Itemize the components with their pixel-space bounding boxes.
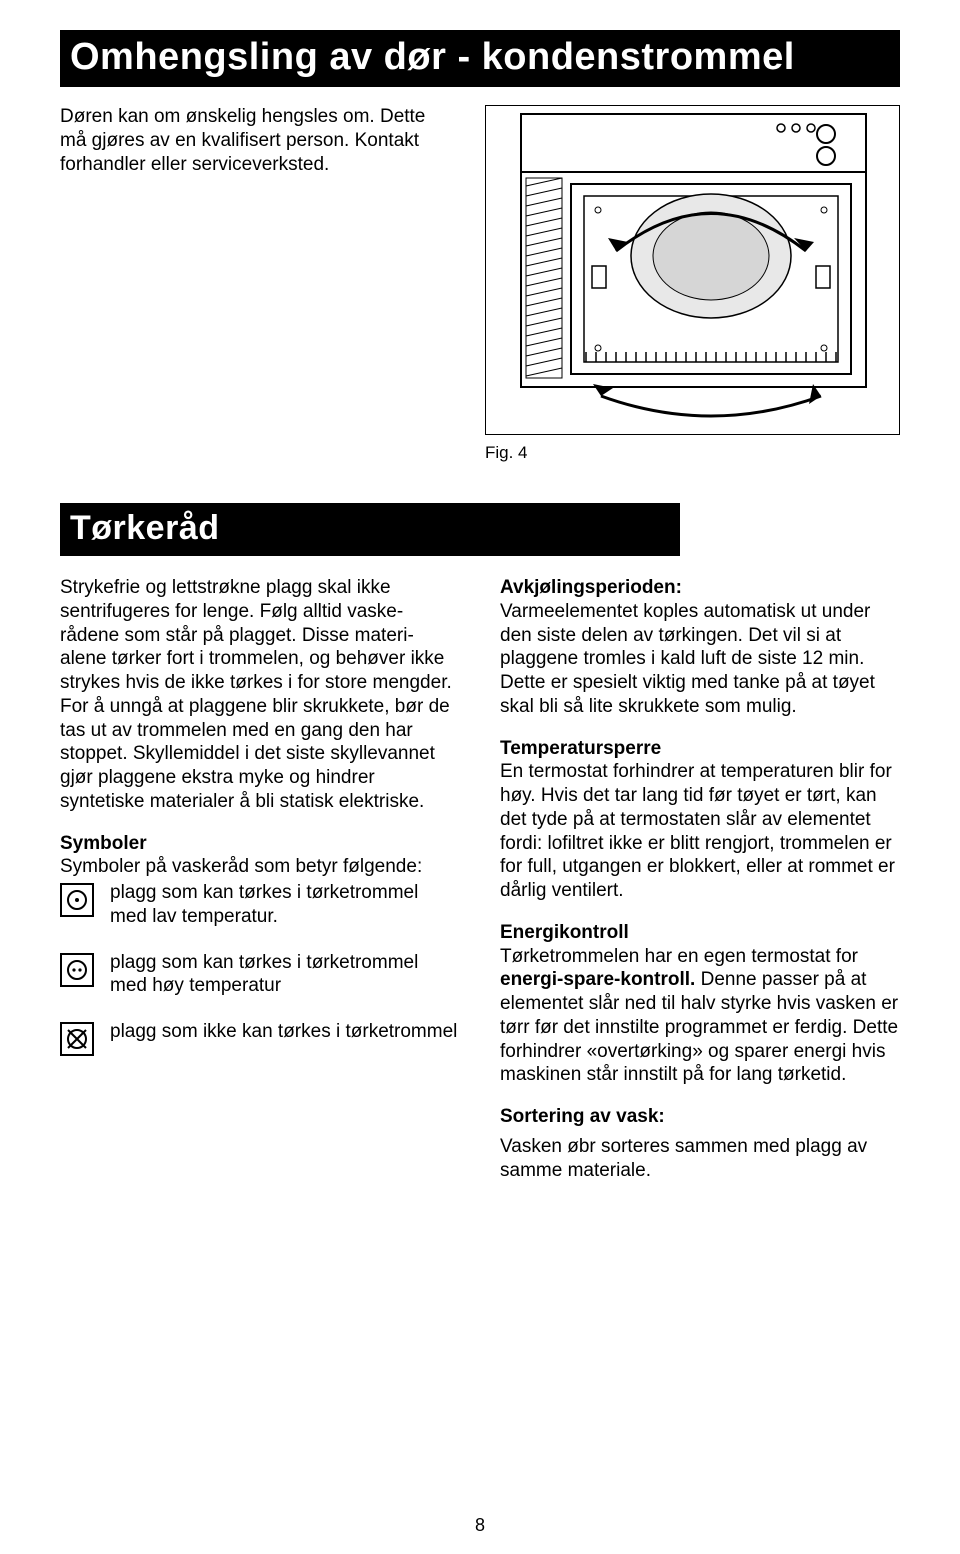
page-container: Omhengsling av dør - kondenstrommel Døre… — [0, 0, 960, 1554]
symbol-text-no-dry: plagg som ikke kan tørkes i tørketrommel — [110, 1020, 460, 1044]
section2-columns: Strykefrie og lettstrøkne plagg skal ikk… — [60, 576, 900, 1200]
symbol-text-high-temp: plagg som kan tørkes i tørketrommel med … — [110, 951, 460, 999]
left-para1: Strykefrie og lettstrøkne plagg skal ikk… — [60, 576, 460, 814]
energy-control-body-pre: Tørketrommelen har en egen termostat for — [500, 946, 858, 967]
section1-content: Døren kan om ønskelig hengsles om. Dette… — [60, 105, 900, 463]
symbols-intro: Symboler på vaskeråd som betyr følgende: — [60, 856, 422, 877]
dryer-no-dry-icon — [60, 1022, 94, 1056]
section1-intro-text: Døren kan om ønskelig hengsles om. Dette… — [60, 105, 455, 176]
symbol-item-low-temp: plagg som kan tørkes i tørketrommel med … — [60, 881, 460, 929]
energy-control-block: Energikontroll Tørketrommelen har en ege… — [500, 921, 900, 1087]
section1-title-bar: Omhengsling av dør - kondenstrommel — [60, 30, 900, 87]
symbol-item-no-dry: plagg som ikke kan tørkes i tørketrommel — [60, 1020, 460, 1056]
symbols-heading: Symboler — [60, 833, 147, 854]
energy-control-heading: Energikontroll — [500, 921, 900, 945]
figure-4-illustration — [485, 105, 900, 435]
temperature-lock-body: En termostat forhindrer at temperaturen … — [500, 761, 895, 901]
energy-control-bold: energi-spare-kontroll. — [500, 969, 695, 990]
sorting-heading: Sortering av vask: — [500, 1105, 900, 1129]
section2-title-bar: Tørkeråd — [60, 503, 680, 556]
symbol-list: plagg som kan tørkes i tørketrommel med … — [60, 881, 460, 1056]
section1-title: Omhengsling av dør - kondenstrommel — [70, 36, 890, 79]
sorting-body: Vasken øbr sorteres sammen med plagg av … — [500, 1136, 867, 1181]
right-column: Avkjølingsperioden: Varmeelementet kople… — [500, 576, 900, 1200]
symbol-item-high-temp: plagg som kan tørkes i tørketrommel med … — [60, 951, 460, 999]
cooling-period-heading: Avkjølingsperioden: — [500, 576, 900, 600]
figure-column: Fig. 4 — [485, 105, 900, 463]
figure-4-caption: Fig. 4 — [485, 443, 528, 463]
cooling-period-block: Avkjølingsperioden: Varmeelementet kople… — [500, 576, 900, 719]
left-column: Strykefrie og lettstrøkne plagg skal ikk… — [60, 576, 460, 1200]
cooling-period-body: Varmeelementet koples automatisk ut unde… — [500, 601, 875, 717]
temperature-lock-block: Temperatursperre En termostat forhindrer… — [500, 737, 900, 903]
section2-title: Tørkeråd — [70, 509, 220, 548]
page-number: 8 — [475, 1515, 485, 1536]
dryer-low-temp-icon — [60, 883, 94, 917]
dryer-high-temp-icon — [60, 953, 94, 987]
symbol-text-low-temp: plagg som kan tørkes i tørketrommel med … — [110, 881, 460, 929]
section1-intro-column: Døren kan om ønskelig hengsles om. Dette… — [60, 105, 455, 463]
sorting-block: Sortering av vask: Vasken øbr sorteres s… — [500, 1105, 900, 1182]
temperature-lock-heading: Temperatursperre — [500, 737, 900, 761]
